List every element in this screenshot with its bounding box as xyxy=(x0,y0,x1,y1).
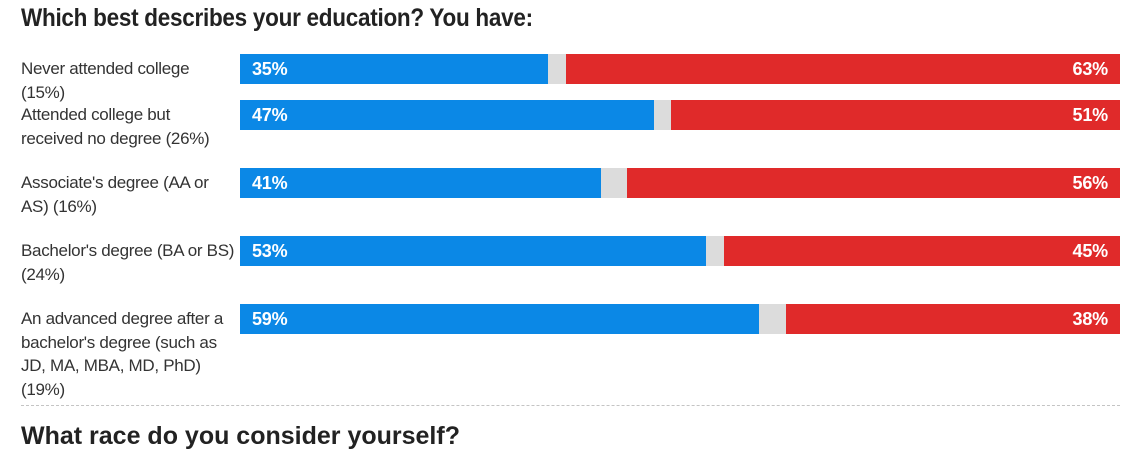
bar-segment-blue: 35% xyxy=(240,54,548,84)
bar-segment-gray xyxy=(706,236,724,266)
bar-segment-red: 38% xyxy=(785,304,1120,334)
next-section-title: What race do you consider yourself? xyxy=(21,422,460,450)
bar-value-label: 51% xyxy=(1072,105,1109,125)
bar-segment-red: 56% xyxy=(627,168,1120,198)
bar-segment-blue: 53% xyxy=(240,236,707,266)
row-label: An advanced degree after a bachelor's de… xyxy=(21,309,224,399)
row-label: Bachelor's degree (BA or BS) (24%) xyxy=(21,241,235,284)
bar-value-label: 45% xyxy=(1072,241,1109,261)
bar-segment-gray xyxy=(653,100,672,130)
bar-segment-gray xyxy=(600,168,628,198)
bar-segment-blue: 41% xyxy=(240,168,601,198)
bar-segment-gray xyxy=(548,54,566,84)
bar-value-label: 56% xyxy=(1072,173,1109,193)
bar-value-label: 53% xyxy=(252,241,288,261)
stacked-bar: 59% 38% xyxy=(240,304,1120,334)
chart-title: Which best describes your education? You… xyxy=(21,4,533,32)
bar-segment-red: 51% xyxy=(671,100,1120,130)
row-label: Never attended college (15%) xyxy=(21,59,190,102)
bar-value-label: 35% xyxy=(252,59,288,79)
row-label: Attended college but received no degree … xyxy=(21,105,210,148)
bar-segment-blue: 59% xyxy=(240,304,760,334)
stacked-bar: 35% 63% xyxy=(240,54,1120,84)
row-label: Associate's degree (AA or AS) (16%) xyxy=(21,173,209,216)
stacked-bar: 53% 45% xyxy=(240,236,1120,266)
bar-value-label: 47% xyxy=(252,105,288,125)
bar-segment-red: 63% xyxy=(565,54,1120,84)
bar-value-label: 41% xyxy=(252,173,288,193)
bar-value-label: 38% xyxy=(1072,309,1109,329)
section-divider xyxy=(21,405,1120,406)
bar-segment-gray xyxy=(759,304,786,334)
bar-segment-blue: 47% xyxy=(240,100,654,130)
bar-value-label: 63% xyxy=(1072,59,1109,79)
bar-segment-red: 45% xyxy=(723,236,1120,266)
bar-value-label: 59% xyxy=(252,309,288,329)
stacked-bar: 47% 51% xyxy=(240,100,1120,130)
stacked-bar: 41% 56% xyxy=(240,168,1120,198)
